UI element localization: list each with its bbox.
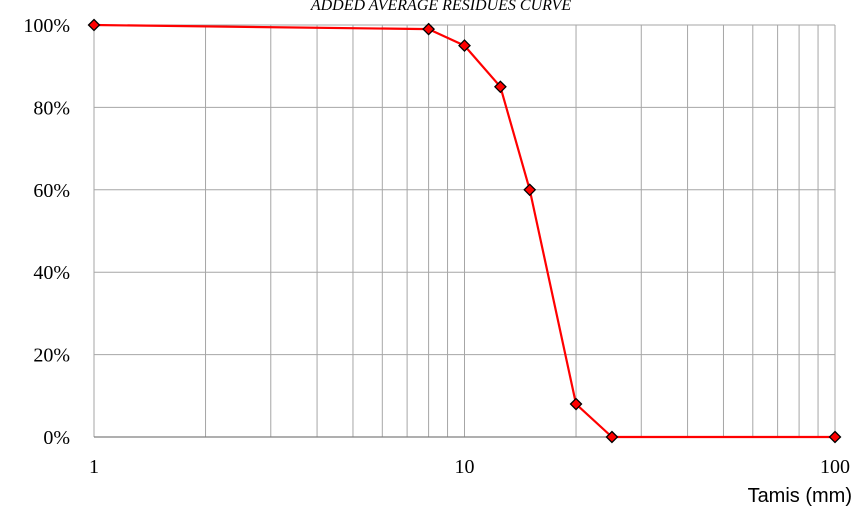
series-layer (93, 23, 835, 439)
marker-layer (87, 18, 842, 444)
y-tick-label: 60% (33, 180, 70, 202)
data-point-marker (523, 183, 537, 197)
y-tick-label: 40% (33, 262, 70, 284)
y-tick-label: 20% (33, 345, 70, 367)
chart-title: ADDED AVERAGE RESIDUES CURVE (310, 0, 572, 14)
data-point-marker (87, 18, 101, 32)
x-tick-label: 100 (820, 456, 850, 478)
y-tick-labels: 0% 20% 40% 60% 80% 100% (23, 15, 70, 449)
grid-lines (93, 24, 836, 438)
data-point-marker (828, 430, 842, 444)
data-point-marker (569, 397, 583, 411)
data-point-marker (493, 80, 507, 94)
x-tick-label: 1 (89, 456, 99, 478)
data-point-marker (605, 430, 619, 444)
x-tick-labels: 1 10 100 (89, 456, 850, 478)
series-line (93, 23, 835, 439)
y-tick-label: 0% (43, 427, 70, 449)
x-axis-label: Tamis (mm) (748, 485, 852, 506)
data-point-marker (422, 22, 436, 36)
y-tick-label: 100% (23, 15, 70, 37)
data-point-marker (458, 39, 471, 53)
x-tick-label: 10 (455, 456, 475, 478)
y-tick-label: 80% (33, 97, 70, 119)
